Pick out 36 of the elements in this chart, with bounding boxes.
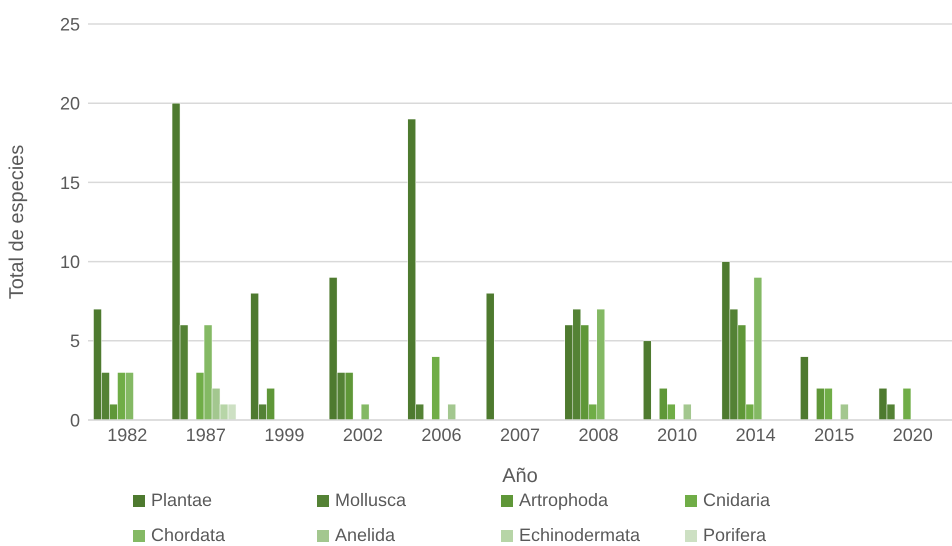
x-tick-label: 2020	[892, 424, 933, 445]
legend-label: Anelida	[335, 525, 396, 546]
y-tick-label: 25	[60, 14, 80, 34]
x-axis-title: Año	[502, 465, 538, 487]
x-tick-label: 1987	[186, 424, 226, 445]
x-tick-label: 2014	[736, 424, 776, 445]
legend-label: Porifera	[703, 525, 766, 546]
bar	[902, 388, 912, 420]
x-tick-label: 1982	[107, 424, 148, 445]
y-axis-title: Total de especies	[6, 144, 28, 300]
x-tick-label: 2015	[814, 424, 854, 445]
bar	[360, 404, 370, 420]
y-tick-label: 5	[70, 331, 80, 352]
y-tick-label: 0	[70, 410, 80, 430]
y-tick-label: 15	[60, 172, 80, 193]
legend-label: Artrophoda	[519, 490, 608, 511]
x-tick-label: 2002	[342, 424, 383, 445]
x-tick-label: 2010	[657, 424, 698, 445]
legend-label: Chordata	[151, 525, 226, 546]
bar	[643, 340, 652, 420]
y-tick-label: 20	[60, 94, 80, 114]
y-tick-label: 10	[60, 252, 80, 272]
legend-label: Mollusca	[335, 490, 406, 511]
bar	[840, 404, 849, 420]
bar	[486, 293, 494, 420]
x-tick-label: 1999	[264, 424, 304, 445]
x-tick-label: 2007	[500, 424, 540, 445]
bar	[800, 356, 809, 420]
bar	[447, 404, 456, 420]
bar	[683, 404, 692, 420]
x-tick-label: 2006	[421, 424, 462, 445]
legend-label: Echinodermata	[519, 525, 640, 546]
legend-label: Plantae	[151, 490, 212, 511]
x-tick-label: 2008	[578, 424, 619, 445]
bar	[431, 356, 440, 420]
legend-label: Cnidaria	[703, 490, 770, 511]
